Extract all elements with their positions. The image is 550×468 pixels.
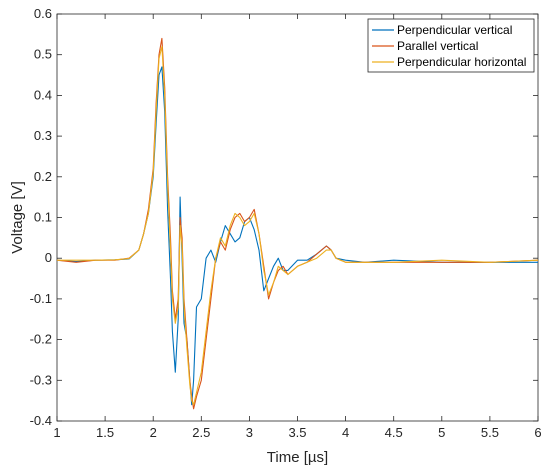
plot-frame <box>56 13 539 422</box>
x-tick-label: 3.5 <box>288 425 306 440</box>
legend: Perpendicular vertical Parallel vertical P… <box>367 18 535 73</box>
legend-label-2: Parallel vertical <box>397 39 478 53</box>
x-tick-label: 5 <box>438 425 445 440</box>
ticks-layer: 1 1.5 2 2.5 3 3.5 4 4.5 5 5.5 6 -0.4 -0.3 -0.2 -0.1 0 0.… <box>30 6 542 440</box>
y-tick-label: 0.5 <box>34 47 52 62</box>
y-tick-label: -0.4 <box>30 413 52 428</box>
series-line-3 <box>57 46 539 406</box>
y-tick-label: 0.6 <box>34 6 52 21</box>
y-tick-label: 0.1 <box>34 210 52 225</box>
legend-label-3: Perpendicular horizontal <box>397 55 526 69</box>
y-tick-label: 0.3 <box>34 128 52 143</box>
y-axis-title: Voltage [V] <box>9 181 26 254</box>
legend-label-1: Perpendicular vertical <box>397 23 512 37</box>
x-tick-label: 3 <box>246 425 253 440</box>
x-tick-label: 2 <box>150 425 157 440</box>
x-tick-label: 1.5 <box>96 425 114 440</box>
y-tick-label: -0.2 <box>30 332 52 347</box>
legend-box <box>367 18 535 73</box>
y-tick-label: 0 <box>45 250 52 265</box>
plot-area <box>56 13 539 422</box>
x-tick-label: 5.5 <box>481 425 499 440</box>
x-tick-label: 1 <box>53 425 60 440</box>
x-axis-title: Time [µs] <box>267 449 328 466</box>
y-tick-label: 0.2 <box>34 169 52 184</box>
x-tick-label: 2.5 <box>192 425 210 440</box>
x-tick-label: 4 <box>342 425 349 440</box>
series-layer <box>56 37 539 410</box>
y-tick-label: -0.1 <box>30 291 52 306</box>
legend-items: Perpendicular vertical Parallel vertical P… <box>372 23 526 69</box>
x-tick-label: 4.5 <box>385 425 403 440</box>
x-tick-label: 6 <box>534 425 541 440</box>
y-tick-label: 0.4 <box>34 87 52 102</box>
y-tick-label: -0.3 <box>30 372 52 387</box>
